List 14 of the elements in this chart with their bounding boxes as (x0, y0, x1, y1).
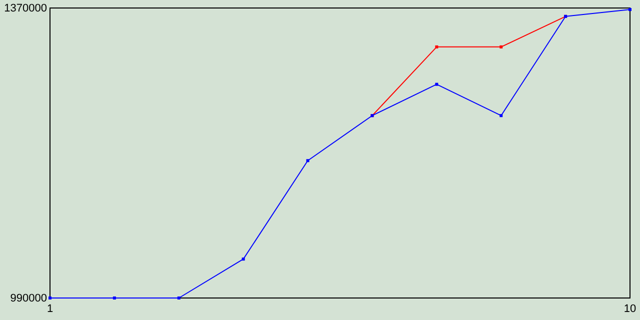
point (628, 8, 632, 12)
point (435, 82, 438, 86)
x-tick-label: 1 (46, 302, 54, 315)
point (306, 159, 310, 162)
point (242, 258, 245, 261)
point (177, 296, 180, 300)
y-tick-label: 1370000 (4, 2, 47, 15)
line-series (48, 8, 632, 300)
point (500, 45, 503, 48)
x-tick-label: 10 (624, 302, 636, 315)
point (112, 296, 116, 300)
point (435, 45, 438, 48)
point (500, 114, 503, 118)
y-tick-label: 990000 (10, 292, 47, 305)
